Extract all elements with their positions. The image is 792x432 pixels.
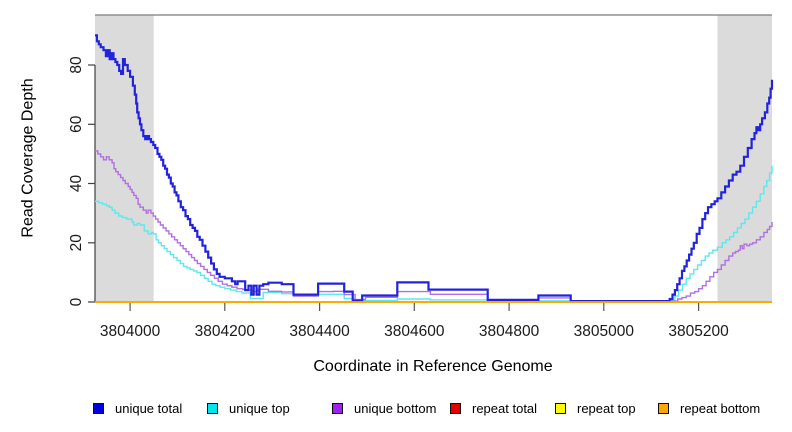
legend-item-repeat-total: repeat total — [450, 400, 538, 416]
legend-swatch-icon — [450, 402, 461, 414]
x-axis-title: Coordinate in Reference Genome — [313, 358, 552, 375]
series-line-unique-bottom — [95, 150, 773, 302]
legend-swatch-icon — [332, 402, 343, 414]
legend-label: unique bottom — [354, 400, 437, 416]
y-axis-title: Read Coverage Depth — [19, 78, 36, 237]
x-tick-label: 3804800 — [479, 323, 540, 340]
x-tick-label: 3804000 — [100, 323, 161, 340]
legend-swatch-icon — [93, 402, 104, 414]
x-tick-label: 3804200 — [195, 323, 256, 340]
y-tick-label: 0 — [68, 297, 85, 306]
x-tick-label: 3804600 — [384, 323, 445, 340]
y-tick-label: 40 — [68, 175, 85, 193]
legend-item-repeat-top: repeat top — [555, 400, 636, 416]
legend-label: unique top — [229, 400, 290, 416]
legend-swatch-icon — [207, 402, 218, 414]
legend-label: repeat top — [577, 400, 636, 416]
y-tick-label: 20 — [68, 234, 85, 252]
series-line-unique-total — [95, 34, 774, 303]
coverage-plot-canvas: 0 20 40 60 80 3804000 3804200 3804400 3804600 380… — [19, 14, 774, 375]
x-tick-label: 3805200 — [668, 323, 729, 340]
legend-label: repeat bottom — [680, 400, 761, 416]
legend-swatch-icon — [555, 402, 566, 414]
legend-label: unique total — [115, 400, 183, 416]
x-tick-label: 3804400 — [289, 323, 350, 340]
legend-swatch-icon — [658, 402, 669, 414]
legend-item-unique-bottom: unique bottom — [332, 400, 437, 416]
legend-item-unique-total: unique total — [93, 400, 183, 416]
legend-item-unique-top: unique top — [207, 400, 290, 416]
y-tick-label: 80 — [68, 56, 85, 74]
series-line-unique-top — [95, 165, 773, 302]
y-tick-label: 60 — [68, 115, 85, 133]
legend-label: repeat total — [472, 400, 538, 416]
x-tick-label: 3805000 — [574, 323, 635, 340]
legend-item-repeat-bottom: repeat bottom — [658, 400, 761, 416]
plot-layers: 0 20 40 60 80 3804000 3804200 3804400 3804600 380… — [68, 14, 774, 340]
